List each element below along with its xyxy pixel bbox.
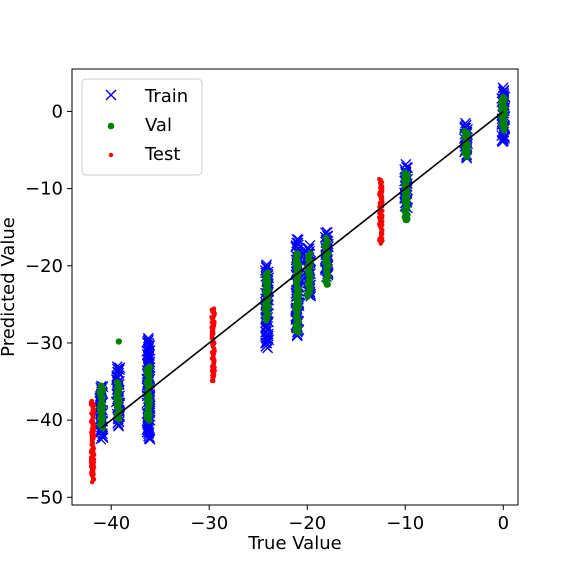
val-point bbox=[113, 379, 120, 386]
val-point bbox=[461, 127, 468, 135]
x-tick-label: −40 bbox=[92, 513, 130, 534]
test-point bbox=[92, 452, 97, 457]
x-tick-label: 0 bbox=[498, 513, 509, 534]
train-point bbox=[261, 259, 273, 271]
val-point bbox=[115, 338, 123, 345]
series-val bbox=[96, 93, 509, 432]
legend-label-val: Val bbox=[145, 115, 172, 136]
val-point bbox=[146, 363, 154, 370]
y-tick-label: −20 bbox=[25, 256, 63, 277]
val-point bbox=[500, 93, 507, 101]
x-tick-label: −20 bbox=[288, 513, 326, 534]
train-point bbox=[142, 332, 154, 344]
identity-line bbox=[100, 110, 504, 429]
train-point bbox=[142, 334, 154, 346]
train-point bbox=[292, 234, 304, 246]
train-point bbox=[114, 362, 126, 374]
train-point bbox=[141, 345, 153, 357]
train-point bbox=[292, 237, 304, 249]
legend-marker-test-icon bbox=[108, 152, 114, 158]
train-point bbox=[111, 361, 123, 373]
y-axis: −50 −40 −30 −20 −10 0 bbox=[25, 101, 72, 508]
train-point bbox=[321, 226, 333, 238]
legend-label-train: Train bbox=[144, 86, 188, 107]
chart-marks bbox=[88, 82, 511, 485]
train-point bbox=[291, 233, 303, 245]
val-point bbox=[323, 234, 330, 241]
train-point bbox=[143, 337, 155, 349]
legend-box bbox=[81, 78, 203, 176]
y-tick-label: −30 bbox=[25, 333, 63, 354]
legend-label-test: Test bbox=[144, 144, 180, 165]
train-point bbox=[304, 239, 316, 251]
test-point bbox=[377, 176, 382, 182]
train-point bbox=[291, 237, 303, 249]
val-point bbox=[264, 269, 272, 276]
train-point bbox=[400, 158, 412, 170]
y-tick-label: −40 bbox=[25, 410, 63, 431]
train-point bbox=[498, 85, 510, 97]
x-axis-title: True Value bbox=[247, 533, 341, 554]
train-point bbox=[460, 117, 471, 129]
val-point bbox=[293, 250, 301, 257]
legend-marker-val-icon bbox=[107, 122, 115, 130]
y-tick-label: −10 bbox=[25, 179, 63, 200]
legend-marker-train-icon bbox=[105, 89, 117, 101]
y-tick-label: −50 bbox=[25, 487, 63, 508]
legend: Train Val Test bbox=[81, 78, 203, 176]
train-point bbox=[142, 422, 154, 434]
test-point bbox=[211, 306, 217, 311]
val-point bbox=[307, 250, 314, 257]
val-point bbox=[401, 169, 408, 176]
x-tick-label: −30 bbox=[190, 513, 228, 534]
test-point bbox=[89, 398, 94, 403]
y-axis-title: Predicted Value bbox=[0, 217, 19, 357]
x-axis: −40 −30 −20 −10 0 bbox=[92, 505, 509, 534]
plot-frame bbox=[71, 68, 519, 506]
val-point bbox=[98, 383, 105, 390]
series-test bbox=[88, 176, 385, 485]
train-point bbox=[111, 363, 123, 375]
train-point bbox=[497, 82, 509, 94]
x-tick-label: −10 bbox=[386, 513, 424, 534]
y-tick-label: 0 bbox=[52, 101, 63, 122]
